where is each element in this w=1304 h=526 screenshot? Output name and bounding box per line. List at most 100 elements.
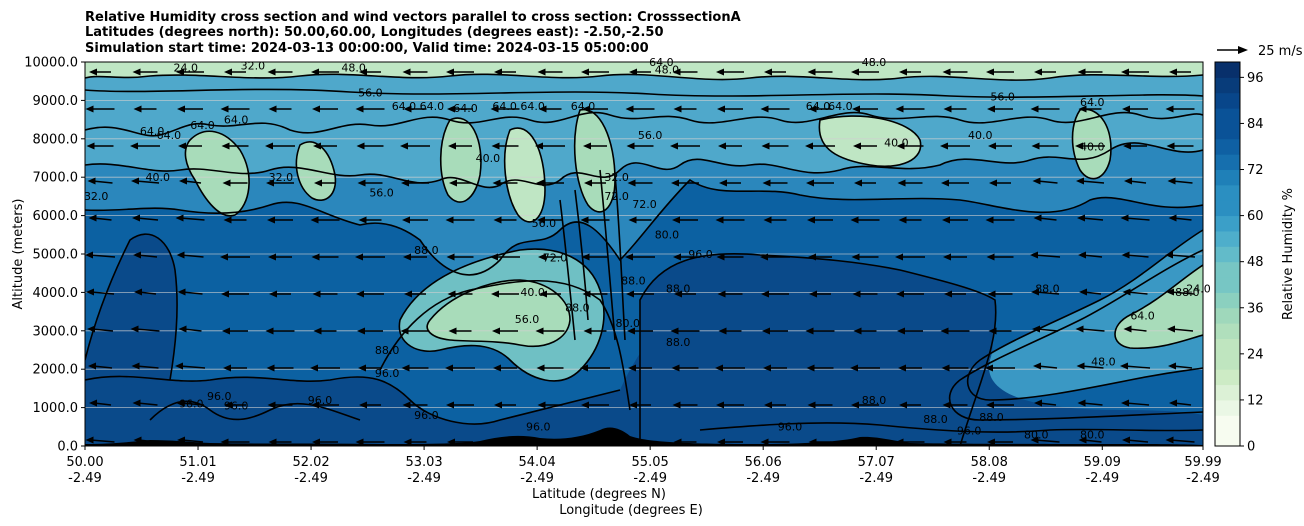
wind-vector-head <box>1076 362 1085 370</box>
wind-vector-head <box>89 68 97 76</box>
contour-label: 96.0 <box>207 390 232 403</box>
wind-vector-head <box>581 68 589 76</box>
contour-line-23 <box>699 422 1203 433</box>
contour-label: 64.0 <box>420 100 445 113</box>
contour-label: 56.0 <box>358 87 383 100</box>
wind-vector-head <box>403 438 412 446</box>
wind-vector-head <box>133 251 141 259</box>
colorbar-segment <box>1215 215 1240 232</box>
wind-vector-shaft <box>1081 217 1104 221</box>
contour-label: 64.0 <box>140 125 165 138</box>
contour-label: 40.0 <box>476 152 501 165</box>
wind-vector-head <box>401 364 410 372</box>
wind-vector-head <box>715 364 723 372</box>
wind-vector-head <box>671 179 679 187</box>
wind-vector-head <box>1034 68 1042 76</box>
wind-vector-head <box>176 251 185 259</box>
x-tick-label-lat: 56.06 <box>745 455 782 470</box>
quiver-key: 25 m/s <box>1217 44 1303 59</box>
wind-vector-head <box>764 401 772 409</box>
contour-label: 32.0 <box>269 171 294 184</box>
wind-vector-head <box>850 364 858 372</box>
humidity-region-left-moist-column <box>85 234 178 390</box>
x-tick-label-lon: -2.49 <box>972 471 1006 486</box>
wind-vector-head <box>1032 177 1041 185</box>
contour-label: 96.0 <box>375 367 400 380</box>
wind-vector-head <box>355 105 364 113</box>
wind-vector-head <box>851 401 859 409</box>
wind-vector-head <box>626 290 634 298</box>
wind-vector-head <box>491 290 499 298</box>
wind-vector-head <box>986 401 994 409</box>
wind-vector-shaft <box>89 254 116 258</box>
wind-vector-head <box>896 142 905 150</box>
wind-vector-head <box>942 216 950 224</box>
colorbar-segment <box>1215 123 1240 140</box>
wind-vector-head <box>716 68 724 76</box>
wind-vector-shaft <box>1037 180 1058 184</box>
wind-vector-head <box>852 290 861 298</box>
wind-vector-head <box>85 436 94 444</box>
colorbar-segment <box>1215 323 1240 339</box>
wind-vector-head <box>537 216 545 224</box>
wind-vector-shaft <box>1172 365 1193 369</box>
wind-vector-head <box>985 216 994 224</box>
title-line-2: Latitudes (degrees north): 50.00,60.00, … <box>85 25 664 40</box>
x-tick-label-lat: 51.01 <box>179 455 216 470</box>
contour-line-13 <box>398 248 605 382</box>
wind-vector-head <box>359 68 367 76</box>
wind-vector-head <box>1122 436 1130 444</box>
wind-vector-shaft <box>1036 328 1059 332</box>
wind-vector-head <box>761 142 770 150</box>
wind-vector-head <box>178 142 186 150</box>
wind-vector-head <box>538 253 546 261</box>
wind-vector-head <box>762 179 771 187</box>
colorbar-tick-label: 24 <box>1247 347 1264 362</box>
contour-label: 88.0 <box>862 394 887 407</box>
wind-vector-head <box>940 142 948 150</box>
wind-vector-head <box>535 142 543 150</box>
wind-vector-head <box>536 364 545 372</box>
wind-vector-head <box>267 401 276 409</box>
colorbar: 0 12 24 36 48 60 72 84 96 <box>1214 61 1264 455</box>
colorbar-segment <box>1215 353 1240 370</box>
wind-vector-shaft <box>137 254 158 258</box>
contour-label: 64.0 <box>1130 309 1155 322</box>
wind-vector-head <box>988 142 996 150</box>
colorbar-label: Relative Humidity % <box>1281 188 1296 320</box>
y-tick-label: 2000.0 <box>33 363 79 378</box>
wind-vector-head <box>989 179 997 187</box>
wind-vector-shaft <box>1035 439 1060 443</box>
wind-vector-head <box>1121 399 1129 407</box>
wind-vector-head <box>716 253 725 261</box>
y-tick-label: 8000.0 <box>33 132 79 147</box>
colorbar-segment <box>1215 261 1240 278</box>
wind-vector-head <box>131 362 140 370</box>
contour-label: 32.0 <box>241 60 266 73</box>
wind-vector-head <box>1169 68 1177 76</box>
wind-vector-head <box>985 364 993 372</box>
wind-vector-head <box>494 401 502 409</box>
wind-vector-head <box>1169 399 1177 407</box>
wind-vector-shaft <box>1034 254 1061 258</box>
quiver-key-label: 25 m/s <box>1258 44 1303 59</box>
wind-vector-head <box>265 327 274 335</box>
wind-vector-head <box>807 68 816 76</box>
wind-vector-head <box>310 364 318 372</box>
wind-vector-head <box>132 399 141 407</box>
wind-vector-head <box>1165 436 1174 444</box>
humidity-region-dry-pocket-6 <box>819 116 921 167</box>
contour-label: 64.0 <box>649 56 674 69</box>
wind-vector-head <box>1122 105 1130 113</box>
contour-line-9 <box>503 127 546 223</box>
wind-vector-head <box>1031 142 1040 150</box>
wind-vector-head <box>449 179 457 187</box>
humidity-region-dry-pocket-7 <box>1072 109 1111 179</box>
wind-vector-head <box>1033 214 1042 222</box>
wind-vector-head <box>446 401 454 409</box>
wind-vector-head <box>1166 288 1174 296</box>
wind-vector-head <box>537 68 546 76</box>
wind-vector-head <box>493 364 501 372</box>
wind-vector-head <box>1034 399 1042 407</box>
wind-vector-shaft <box>1170 291 1195 295</box>
